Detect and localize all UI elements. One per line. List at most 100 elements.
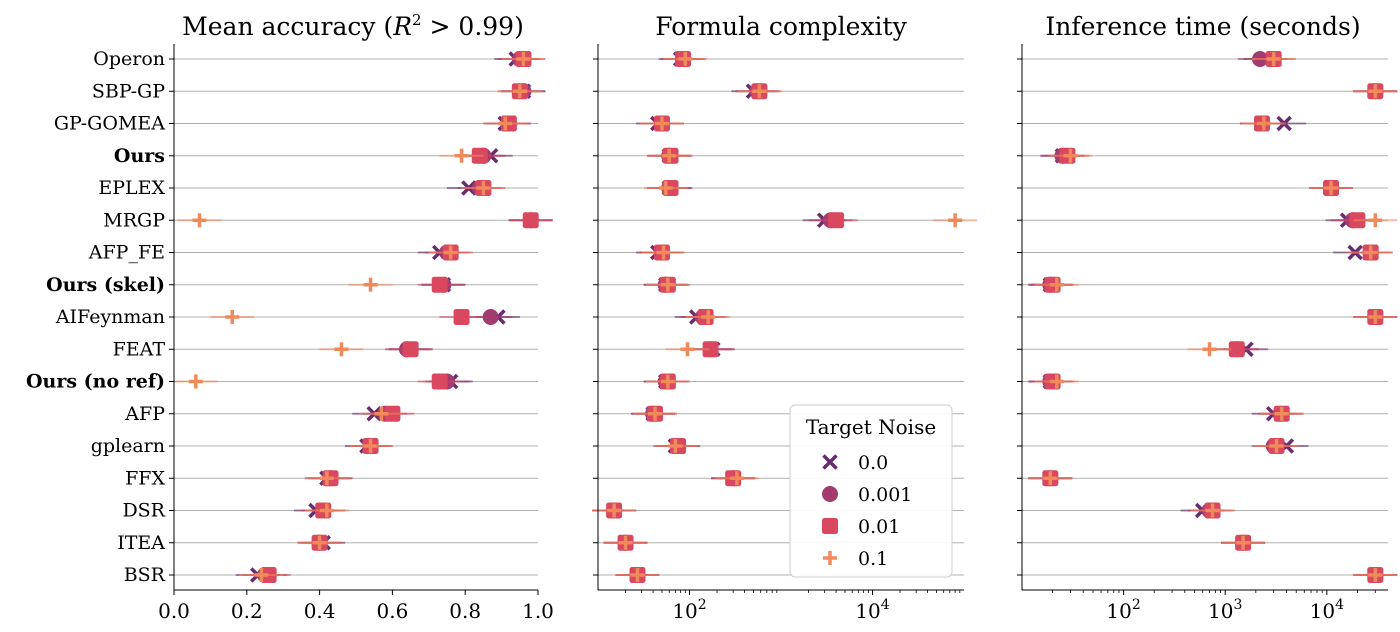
panel-title-accuracy: Mean accuracy (R2 > 0.99)	[182, 11, 524, 41]
data-point	[319, 471, 334, 486]
data-point	[454, 148, 469, 163]
data-points	[1028, 51, 1398, 583]
data-point	[188, 374, 203, 389]
data-point	[630, 568, 645, 582]
grid-lines	[1022, 58, 1388, 576]
legend-label: 0.01	[858, 516, 900, 538]
panel-title-complexity: Formula complexity	[655, 12, 907, 41]
x-tick-label: 102	[672, 597, 706, 623]
data-point	[662, 148, 677, 163]
method-label: AFP_FE	[88, 242, 165, 264]
x-ticks: 0.0 0.2 0.4 0.6 0.8 1.0	[158, 590, 554, 623]
data-point	[660, 374, 675, 389]
x-tick-label: 0.6	[376, 599, 408, 623]
x-tick-label: 103	[1208, 597, 1242, 623]
data-points	[173, 51, 553, 583]
data-point	[192, 213, 207, 228]
data-point	[319, 503, 334, 518]
data-point	[1256, 116, 1271, 131]
legend-label: 0.0	[858, 452, 888, 474]
data-point	[225, 310, 240, 324]
data-point	[254, 568, 269, 582]
y-ticks	[1017, 58, 1022, 576]
data-point	[363, 439, 378, 453]
data-point	[729, 471, 744, 486]
data-point	[948, 213, 963, 228]
x-tick-label: 1.0	[522, 599, 554, 623]
data-point	[374, 406, 389, 421]
method-label: Operon	[93, 48, 165, 70]
data-point	[1049, 374, 1064, 389]
data-point	[312, 535, 327, 550]
data-point	[522, 212, 539, 229]
legend-marker	[822, 454, 838, 470]
data-point	[618, 535, 633, 550]
x-tick-label: 102	[1106, 597, 1140, 623]
data-point	[658, 181, 673, 195]
x-ticks: 102 103 104	[1052, 590, 1376, 623]
x-tick-label: 104	[855, 597, 889, 623]
legend-label: 0.1	[858, 548, 888, 570]
x-tick-label: 0.8	[449, 599, 481, 623]
data-point	[512, 84, 527, 99]
data-point	[702, 341, 719, 358]
data-point	[1363, 245, 1378, 260]
data-point	[498, 116, 513, 131]
method-label: DSR	[122, 500, 165, 522]
data-point	[1274, 406, 1289, 421]
data-point	[1368, 310, 1383, 324]
data-point	[431, 373, 448, 390]
data-point	[1269, 439, 1284, 453]
data-point	[1368, 213, 1383, 228]
data-point	[1368, 568, 1383, 582]
panel-accuracy: Mean accuracy (R2 > 0.99) Operon SBP-GP GP…	[26, 11, 554, 623]
method-label: Ours (no ref)	[26, 371, 165, 393]
x-tick-label: 0.0	[158, 599, 190, 623]
x-tick-label: 104	[1310, 597, 1344, 623]
data-point	[1228, 341, 1245, 358]
x-tick-label: 0.2	[231, 599, 263, 623]
legend-marker	[822, 486, 838, 502]
data-point	[656, 245, 671, 260]
panel-complexity: Formula complexity 102 104	[592, 12, 978, 623]
data-point	[453, 309, 470, 325]
method-label: GP-GOMEA	[54, 113, 165, 135]
method-label: AIFeynman	[55, 306, 165, 328]
data-point	[1202, 342, 1217, 357]
data-point	[752, 84, 767, 99]
method-label: SBP-GP	[92, 80, 165, 102]
data-point	[1205, 503, 1220, 518]
method-label: AFP	[124, 403, 165, 425]
legend-marker	[823, 551, 837, 565]
method-label: ITEA	[117, 532, 165, 554]
method-label: gplearn	[91, 435, 165, 457]
data-point	[828, 212, 845, 229]
method-label: FFX	[125, 467, 165, 489]
data-point	[1266, 52, 1281, 66]
data-point	[701, 310, 716, 324]
data-point	[654, 116, 669, 131]
data-points	[592, 51, 978, 583]
data-point	[1236, 535, 1251, 550]
data-point	[678, 52, 693, 66]
data-point	[1368, 84, 1383, 99]
y-ticks	[593, 58, 598, 576]
data-point	[431, 276, 448, 293]
legend-marker	[822, 518, 838, 534]
method-label: Ours	[114, 145, 165, 167]
data-point	[443, 245, 458, 260]
data-point	[668, 439, 683, 453]
method-label: MRGP	[103, 209, 165, 231]
method-label: Ours (skel)	[46, 274, 165, 296]
panel-title-inference-time: Inference time (seconds)	[1045, 12, 1360, 41]
panel-inference-time: Inference time (seconds) 102 103 104	[1017, 12, 1398, 623]
method-label: FEAT	[113, 338, 166, 360]
x-tick-label: 0.4	[304, 599, 336, 623]
data-point	[1043, 471, 1058, 486]
legend-label: 0.001	[858, 484, 912, 506]
data-point	[1324, 181, 1339, 195]
data-point	[482, 309, 499, 325]
data-point	[607, 503, 622, 518]
legend-title: Target Noise	[806, 415, 936, 439]
